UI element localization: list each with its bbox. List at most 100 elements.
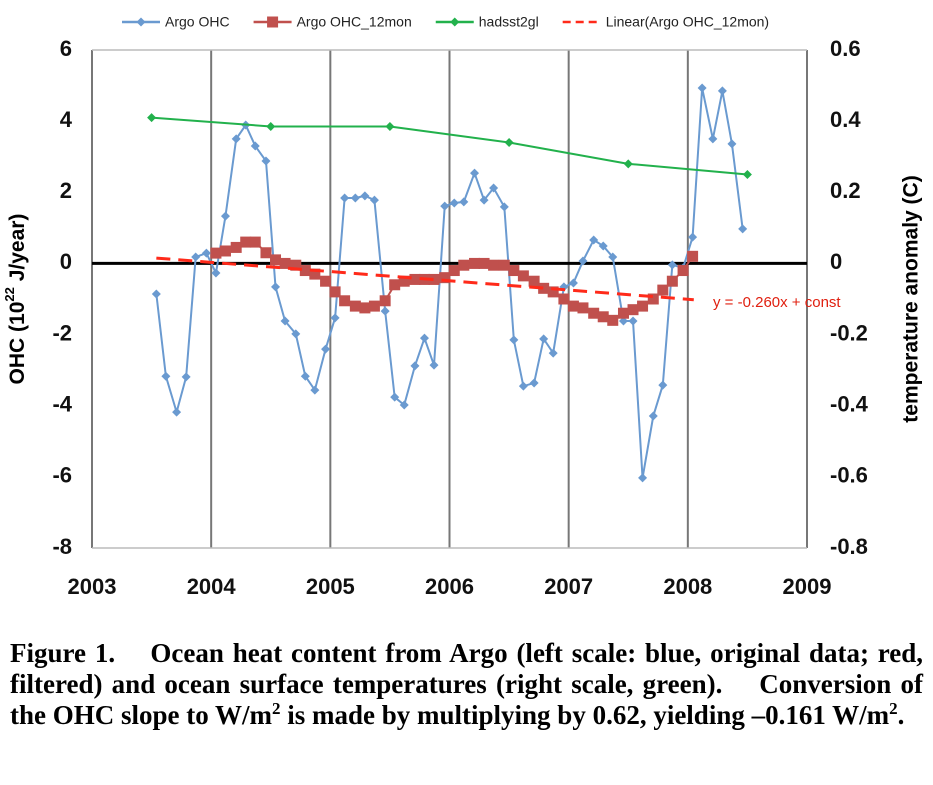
marker [628,316,638,326]
x-tick-label: 2005 [306,574,355,599]
y2-tick-label: -0.4 [830,392,869,417]
caption-text: Conversion of the OHC slope to W/m [10,669,923,730]
marker [321,344,331,354]
y2-tick-label: -0.8 [830,534,868,559]
marker [230,241,242,253]
marker [607,314,619,326]
marker [270,254,282,266]
series-line [155,87,744,479]
marker [300,371,310,381]
y-tick-label: 4 [60,107,73,132]
chart: OHC (1022 J/year) temperature anomaly (C… [2,14,923,599]
x-tick-label: 2003 [68,574,117,599]
legend-label: Argo OHC [165,14,230,30]
marker [136,17,146,27]
marker [498,259,510,271]
marker [727,139,737,149]
marker [558,293,570,305]
marker [399,400,409,410]
marker [627,304,639,316]
caption-text: is made by multiplying by 0.62, yielding… [280,700,890,730]
caption-text: Ocean heat content from Argo (left scale… [10,638,924,699]
marker [211,268,221,278]
series-line [156,256,694,302]
marker [708,134,718,144]
legend-label: Argo OHC_12mon [297,14,412,30]
marker [329,286,341,298]
marker [568,278,578,288]
marker [172,407,182,417]
y-tick-label: 6 [60,36,72,61]
marker [210,247,222,259]
marker [428,273,440,285]
legend-label: Linear(Argo OHC_12mon) [606,14,769,30]
marker [219,245,231,257]
marker [458,259,470,271]
marker [478,257,490,269]
marker [504,137,514,147]
marker [310,385,320,395]
marker [220,211,230,221]
marker [567,300,579,312]
marker [161,371,171,381]
caption-label: Figure 1. [10,638,116,668]
marker [539,334,549,344]
marker [267,16,279,28]
marker [266,121,276,131]
marker [578,256,588,266]
marker [508,265,520,277]
marker [688,232,698,242]
marker [419,333,429,343]
marker [440,201,450,211]
x-tick-label: 2006 [425,574,474,599]
marker [398,275,410,287]
marker [240,236,252,248]
marker [589,235,599,245]
marker [201,248,211,258]
marker [577,302,589,314]
y-tick-label: -6 [52,463,72,488]
marker [290,259,302,271]
marker [385,121,395,131]
marker [250,141,260,151]
marker [618,316,628,326]
marker [390,392,400,402]
marker [623,159,633,169]
y2-tick-label: 0.2 [830,178,861,203]
y-tick-label: -2 [52,320,72,345]
y2-tick-label: -0.2 [830,320,868,345]
marker [617,307,629,319]
marker [147,113,157,123]
marker [379,295,391,307]
x-tick-label: 2007 [544,574,593,599]
marker [469,257,481,269]
marker [429,360,439,370]
marker [697,83,707,93]
caption: Figure 1. Ocean heat content from Argo (… [10,638,923,731]
y-title-part: OHC (10 [6,302,29,385]
marker [279,257,291,269]
y-tick-label: 0 [60,249,72,274]
marker [320,275,332,287]
marker [677,265,689,277]
marker [588,307,600,319]
marker [479,195,489,205]
marker [389,279,401,291]
marker [717,86,727,96]
marker [488,259,500,271]
marker [648,411,658,421]
marker [647,293,659,305]
marker [340,193,350,203]
marker [470,168,480,178]
y-title-sup: 22 [2,287,17,301]
y2-axis-title: temperature anomaly (C) [900,175,923,422]
marker [280,316,290,326]
caption-sup: 2 [889,699,898,718]
marker [249,236,261,248]
marker [330,313,340,323]
marker [439,272,451,284]
legend-label: hadsst2gl [479,14,539,30]
marker [489,183,499,193]
y2-tick-label: 0.4 [830,107,861,132]
